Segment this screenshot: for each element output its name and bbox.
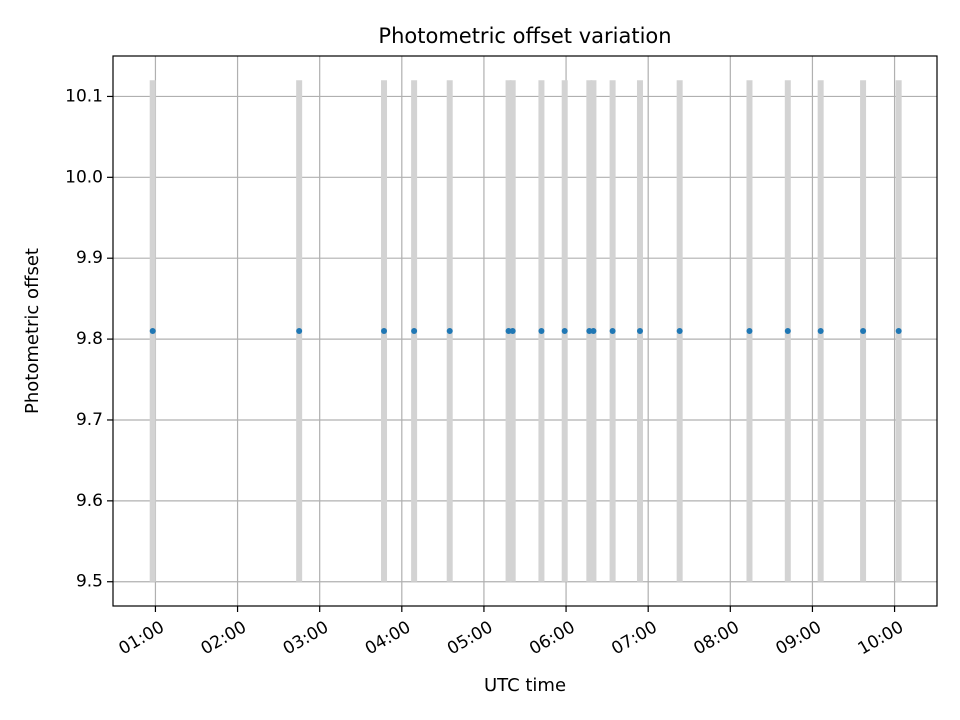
data-point xyxy=(296,328,303,334)
x-tick-label: 01:00 xyxy=(115,617,167,659)
x-tick-label: 10:00 xyxy=(855,617,907,659)
data-point xyxy=(636,328,643,334)
x-axis-ticks: 01:00 02:00 03:00 04:00 05:00 06:00 07:00 08:00… xyxy=(115,606,907,659)
data-point xyxy=(411,328,418,334)
data-point xyxy=(895,328,902,334)
data-point xyxy=(784,328,791,334)
x-tick-label: 09:00 xyxy=(773,617,825,659)
x-tick-label: 02:00 xyxy=(198,617,250,659)
data-points xyxy=(149,328,902,334)
plot-frame xyxy=(112,55,938,607)
data-point xyxy=(538,328,545,334)
y-tick-label: 9.9 xyxy=(76,248,103,268)
y-tick-label: 9.8 xyxy=(76,329,103,349)
y-tick-label: 9.7 xyxy=(76,410,103,430)
grid xyxy=(113,56,937,606)
data-point xyxy=(505,328,512,334)
x-tick-label: 03:00 xyxy=(280,617,332,659)
x-tick-label: 08:00 xyxy=(690,617,742,659)
data-point xyxy=(609,328,616,334)
x-tick-label: 07:00 xyxy=(608,617,660,659)
x-axis-label: UTC time xyxy=(484,675,566,696)
y-tick-label: 9.6 xyxy=(76,491,103,511)
y-tick-label: 9.5 xyxy=(76,572,103,592)
data-point xyxy=(381,328,388,334)
data-point xyxy=(509,328,516,334)
data-point xyxy=(561,328,568,334)
x-tick-label: 06:00 xyxy=(526,617,578,659)
x-tick-label: 04:00 xyxy=(362,617,414,659)
data-point xyxy=(590,328,597,334)
data-point xyxy=(676,328,683,334)
chart-title: Photometric offset variation xyxy=(378,24,671,48)
data-point xyxy=(860,328,867,334)
data-point xyxy=(149,328,156,334)
data-point xyxy=(817,328,824,334)
x-tick-label: 05:00 xyxy=(444,617,496,659)
y-axis-label: Photometric offset xyxy=(22,248,43,414)
data-point xyxy=(446,328,453,334)
data-point xyxy=(746,328,753,334)
y-axis-ticks: 9.5 9.6 9.7 9.8 9.9 10.0 10.1 xyxy=(65,86,113,592)
y-tick-label: 10.0 xyxy=(65,167,103,187)
y-tick-label: 10.1 xyxy=(65,86,103,106)
data-point xyxy=(586,328,593,334)
